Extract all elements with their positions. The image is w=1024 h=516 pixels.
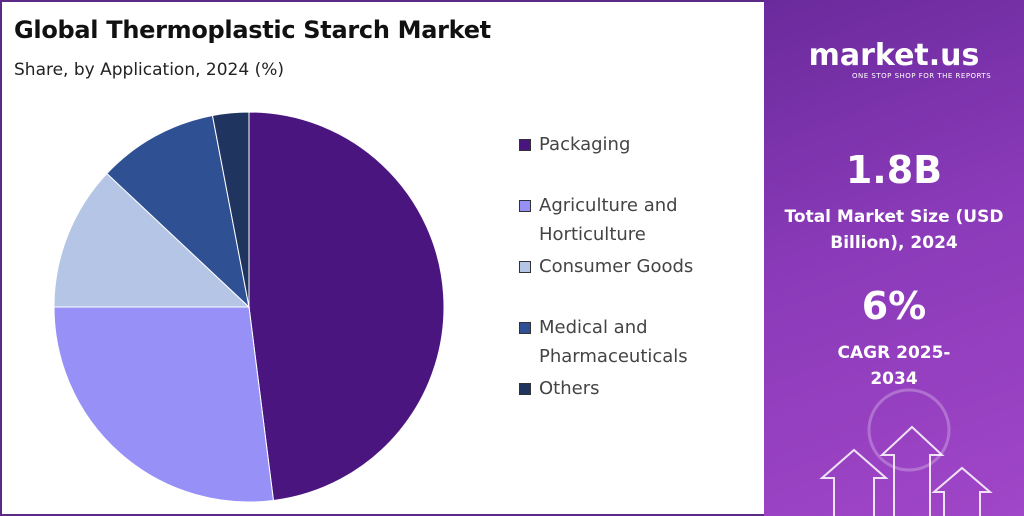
tagline: ONE STOP SHOP FOR THE REPORTS <box>852 72 992 80</box>
chart-panel: Global Thermoplastic Starch Market Share… <box>0 0 764 516</box>
cagr-label: CAGR 2025-2034 <box>837 343 951 389</box>
cagr: 6% <box>861 284 927 328</box>
legend-entry: Others <box>519 374 749 403</box>
pie-slice <box>53 172 251 308</box>
pie-slice <box>211 111 250 308</box>
sidebar: market.us ONE STOP SHOP FOR THE REPORTS … <box>764 0 1024 516</box>
legend-label: Medical and Pharmaceuticals <box>539 317 688 367</box>
legend-entry: Packaging <box>519 130 749 159</box>
pie-chart <box>53 111 445 503</box>
legend-label: Others <box>539 378 600 399</box>
pie-slice <box>53 306 274 503</box>
legend: Packaging Agriculture and Horticulture Con… <box>519 130 749 403</box>
brand: market.us <box>808 38 980 73</box>
legend-swatch <box>519 261 531 273</box>
decoration <box>819 388 993 516</box>
legend-swatch <box>519 139 531 151</box>
chart-subtitle: Share, by Application, 2024 (%) <box>14 60 284 80</box>
legend-swatch <box>519 322 531 334</box>
legend-entry: Medical and Pharmaceuticals <box>519 313 749 371</box>
chart-title: Global Thermoplastic Starch Market <box>14 16 491 44</box>
legend-label: Consumer Goods <box>539 256 694 277</box>
pie-slice <box>248 111 445 502</box>
legend-entry: Agriculture and Horticulture <box>519 191 749 249</box>
legend-swatch <box>519 200 531 212</box>
market-size-label: Total Market Size (USD Billion), 2024 <box>784 207 1004 253</box>
legend-entry: Consumer Goods <box>519 252 749 281</box>
legend-swatch <box>519 383 531 395</box>
pie-slice <box>106 114 250 309</box>
legend-label: Packaging <box>539 134 631 155</box>
legend-label: Agriculture and Horticulture <box>539 195 678 245</box>
market-size: 1.8B <box>845 148 943 192</box>
